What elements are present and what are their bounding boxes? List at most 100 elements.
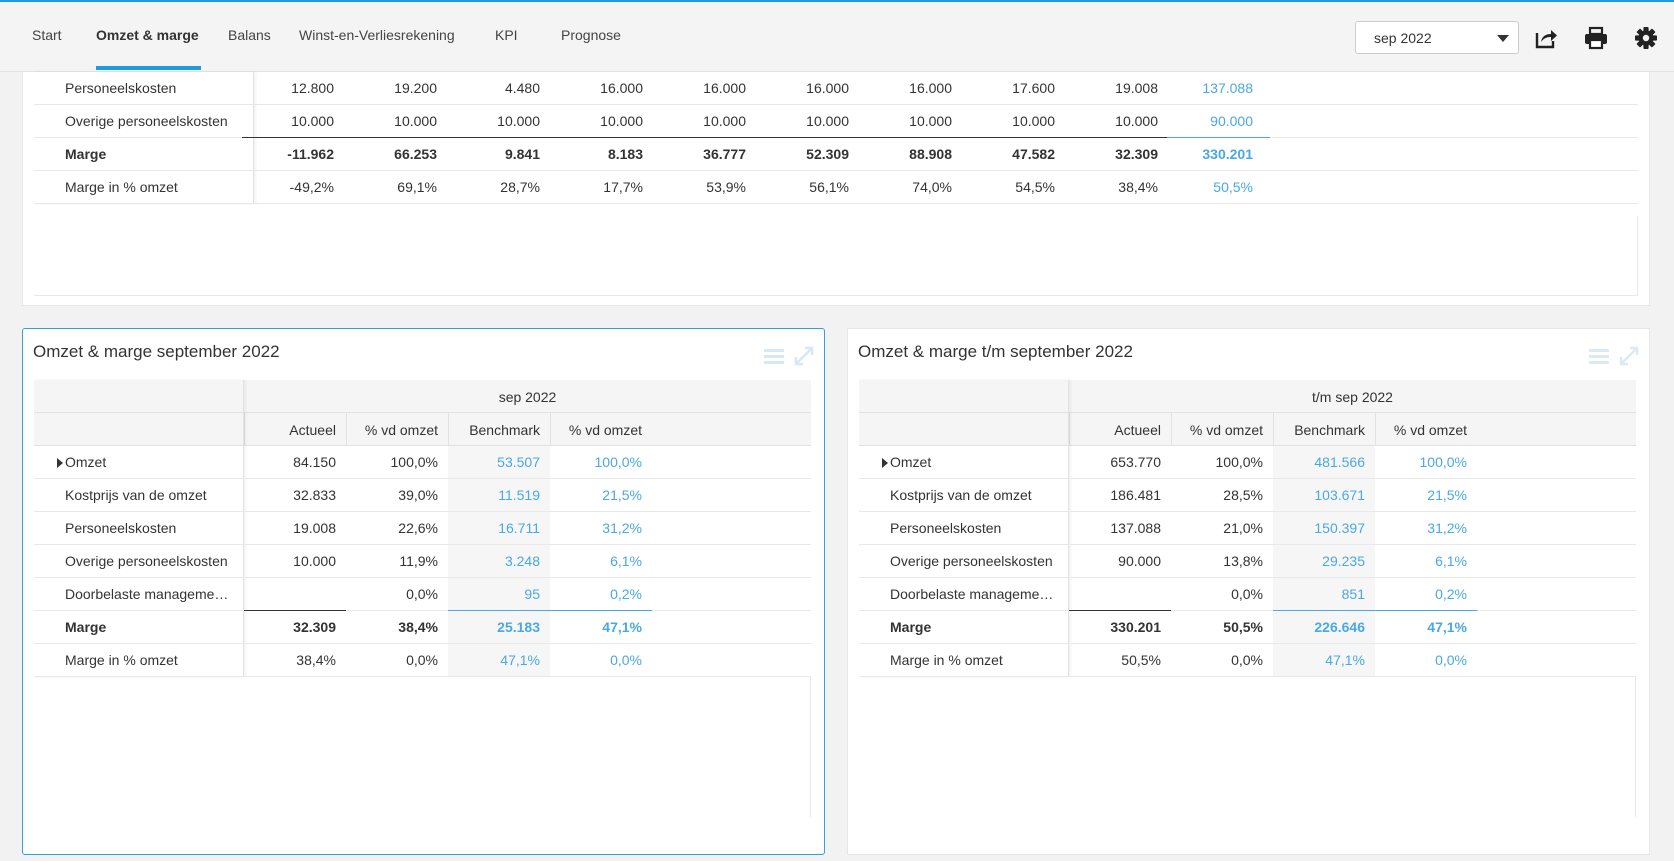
- label-column: [34, 380, 244, 677]
- bench-cell: 150.397: [1314, 520, 1365, 536]
- group-header-row: [34, 380, 811, 413]
- column-header-benchmark[interactable]: Benchmark: [469, 422, 540, 438]
- total-rule: [242, 137, 1167, 138]
- panel-omzet-marge-ytd[interactable]: Omzet & marge t/m september 2022 t/m sep…: [847, 328, 1650, 855]
- column-header-actueel[interactable]: Actueel: [289, 422, 336, 438]
- pct-cell: 39,0%: [398, 487, 438, 503]
- value-cell: 10.000: [1012, 113, 1055, 129]
- column-header-vd-omzet[interactable]: % vd omzet: [1189, 422, 1263, 438]
- pct-cell: 11,9%: [399, 553, 438, 569]
- table-row: Personeelskosten 137.088 21,0% 150.397 31,2%: [859, 512, 1636, 545]
- pct-cell: 22,6%: [398, 520, 438, 536]
- row-label: Doorbelaste managementvergoeding: [890, 586, 1058, 602]
- pct-cell: 100,0%: [1215, 454, 1263, 470]
- bench-cell: 851: [1341, 586, 1365, 602]
- bench-pct-cell: 31,2%: [602, 520, 642, 536]
- row-label: Marge in % omzet: [65, 652, 178, 668]
- value-cell: 10.000: [1115, 113, 1158, 129]
- expand-icon[interactable]: [793, 346, 815, 366]
- empty-area: [859, 677, 1636, 817]
- bench-pct-cell: 0,2%: [1435, 586, 1467, 602]
- period-select-value: sep 2022: [1374, 30, 1432, 46]
- value-cell: 28,7%: [500, 179, 540, 195]
- tab-prognose[interactable]: Prognose: [561, 27, 621, 43]
- expand-icon[interactable]: [1618, 346, 1640, 366]
- value-cell: -49,2%: [289, 179, 334, 195]
- row-label: Personeelskosten: [890, 520, 1002, 536]
- actual-cell: 84.150: [293, 454, 336, 470]
- row-label: Doorbelaste managementvergoeding: [65, 586, 233, 602]
- panel-omzet-marge-month[interactable]: Omzet & marge september 2022 sep 2022 Act…: [22, 328, 825, 855]
- value-cell: 56,1%: [809, 179, 849, 195]
- menu-icon[interactable]: [1588, 346, 1610, 366]
- table-row: Personeelskosten 19.008 22,6% 16.711 31,2%: [34, 512, 811, 545]
- bench-cell: 226.646: [1314, 619, 1365, 635]
- bench-pct-cell: 0,2%: [610, 586, 642, 602]
- label-column: [859, 380, 1069, 677]
- value-cell: 10.000: [394, 113, 437, 129]
- panel-title: Omzet & marge september 2022: [33, 342, 280, 361]
- table-row: Marge -11.962 66.253 9.841 8.183 36.777 52.309…: [34, 138, 1638, 171]
- value-cell: 17,7%: [603, 179, 643, 195]
- table-row: Doorbelaste managementvergoeding 0,0% 851 0…: [859, 578, 1636, 611]
- bench-cell: 16.711: [498, 520, 540, 536]
- actual-cell: 19.008: [293, 520, 336, 536]
- top-bar: Start Omzet & marge Balans Winst-en-Verl…: [0, 2, 1674, 72]
- row-label: Overige personeelskosten: [65, 113, 228, 129]
- column-header-vd-omzet[interactable]: % vd omzet: [364, 422, 438, 438]
- tab-omzet-marge[interactable]: Omzet & marge: [96, 27, 199, 43]
- total-rule: [244, 610, 346, 611]
- table-row: Omzet 653.770 100,0% 481.566 100,0%: [859, 446, 1636, 479]
- actual-cell: 50,5%: [1121, 652, 1161, 668]
- value-cell: 10.000: [909, 113, 952, 129]
- row-label: Overige personeelskosten: [65, 553, 228, 569]
- table-row: Marge 32.309 38,4% 25.183 47,1%: [34, 611, 811, 644]
- expand-row-icon[interactable]: [57, 458, 63, 468]
- menu-icon[interactable]: [763, 346, 785, 366]
- tab-winst-en-verliesrekening[interactable]: Winst-en-Verliesrekening: [299, 27, 455, 43]
- column-header-vd-omzet[interactable]: % vd omzet: [568, 422, 642, 438]
- value-cell: 8.183: [607, 146, 643, 162]
- bench-pct-cell: 6,1%: [610, 553, 642, 569]
- total-rule-benchmark: [1167, 137, 1270, 138]
- pct-cell: 38,4%: [398, 619, 438, 635]
- table-row: Kostprijs van de omzet 32.833 39,0% 11.519 2…: [34, 479, 811, 512]
- row-label: Personeelskosten: [65, 80, 177, 96]
- actual-cell: 186.481: [1110, 487, 1161, 503]
- active-tab-indicator: [96, 66, 201, 70]
- tab-kpi[interactable]: KPI: [495, 27, 518, 43]
- pct-cell: 0,0%: [1231, 652, 1263, 668]
- tab-start[interactable]: Start: [32, 27, 62, 43]
- column-divider: [550, 413, 551, 446]
- value-cell: 47.582: [1012, 146, 1055, 162]
- value-cell: 38,4%: [1118, 179, 1158, 195]
- value-cell: 16.000: [909, 80, 952, 96]
- period-select[interactable]: sep 2022: [1355, 21, 1519, 54]
- column-header-vd-omzet[interactable]: % vd omzet: [1393, 422, 1467, 438]
- tab-balans[interactable]: Balans: [228, 27, 271, 43]
- column-divider: [448, 413, 449, 446]
- settings-icon[interactable]: [1632, 24, 1660, 52]
- bench-pct-cell: 6,1%: [1435, 553, 1467, 569]
- value-cell: 12.800: [291, 80, 334, 96]
- bench-cell: 11.519: [498, 487, 540, 503]
- pct-cell: 100,0%: [390, 454, 438, 470]
- total-cell: 330.201: [1202, 146, 1253, 162]
- group-header-row: [859, 380, 1636, 413]
- panel-title: Omzet & marge t/m september 2022: [858, 342, 1133, 361]
- export-icon[interactable]: [1532, 24, 1560, 52]
- row-label: Marge: [65, 619, 107, 635]
- actual-cell: 137.088: [1110, 520, 1161, 536]
- pct-cell: 0,0%: [406, 652, 438, 668]
- bench-pct-cell: 47,1%: [602, 619, 642, 635]
- column-header-benchmark[interactable]: Benchmark: [1294, 422, 1365, 438]
- value-cell: 10.000: [703, 113, 746, 129]
- print-icon[interactable]: [1582, 24, 1610, 52]
- column-divider: [346, 413, 347, 446]
- row-label: Overige personeelskosten: [890, 553, 1053, 569]
- table-row: Overige personeelskosten 90.000 13,8% 29.23…: [859, 545, 1636, 578]
- column-header-actueel[interactable]: Actueel: [1114, 422, 1161, 438]
- actual-cell: 32.833: [293, 487, 336, 503]
- expand-row-icon[interactable]: [882, 458, 888, 468]
- row-label: Omzet: [65, 454, 107, 470]
